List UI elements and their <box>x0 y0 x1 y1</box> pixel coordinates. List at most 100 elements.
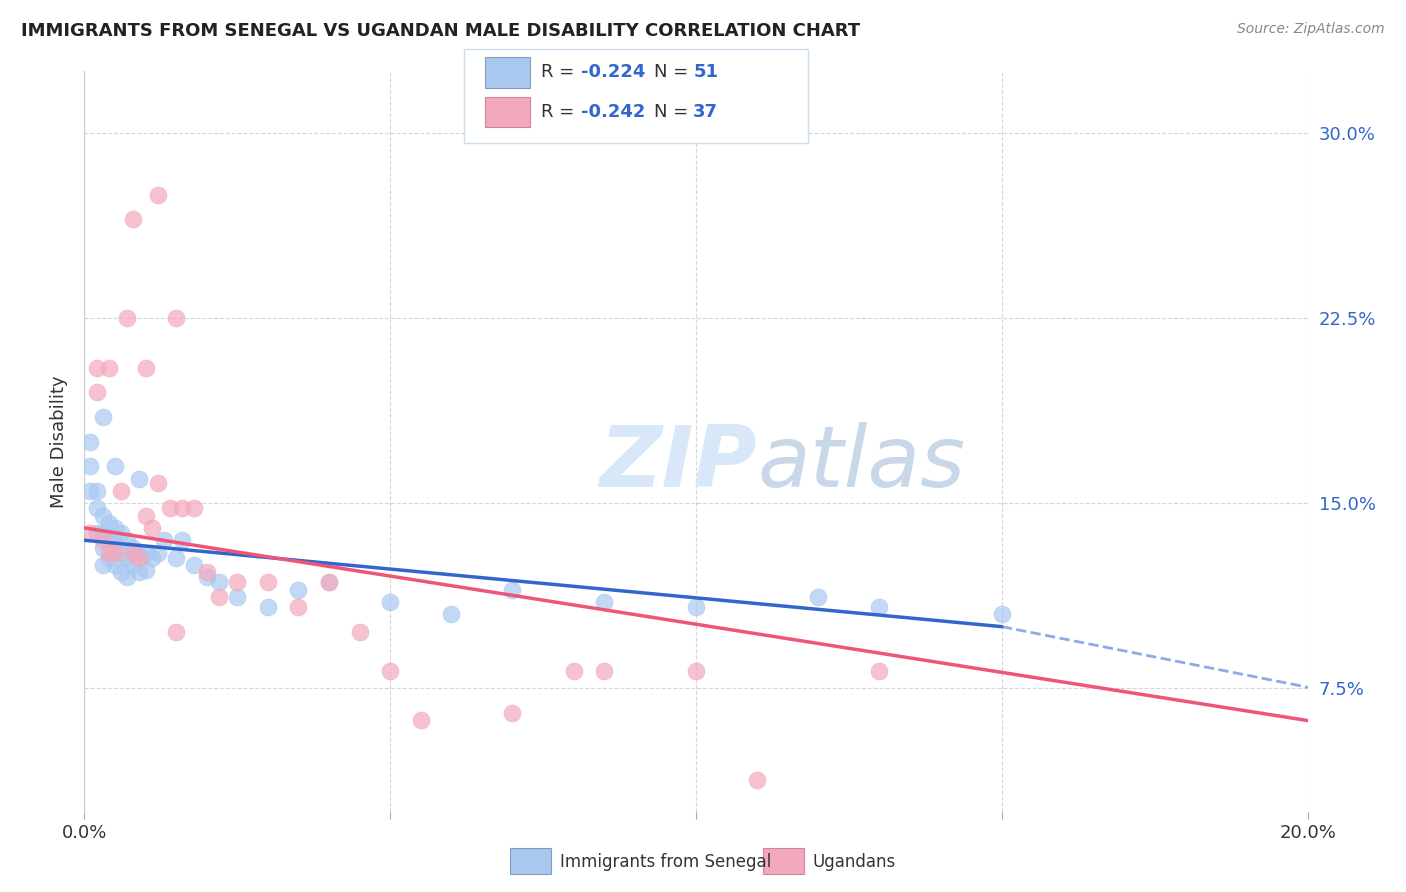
Point <box>128 545 150 560</box>
Text: ZIP: ZIP <box>599 422 758 505</box>
Point <box>135 563 157 577</box>
Point <box>257 599 280 614</box>
Point <box>122 212 145 227</box>
Point <box>97 545 120 560</box>
Point <box>257 575 280 590</box>
Point <box>562 664 585 678</box>
Point <box>91 508 114 523</box>
Point <box>104 521 127 535</box>
Point <box>685 664 707 678</box>
Point <box>183 558 205 572</box>
Text: R =: R = <box>541 103 581 121</box>
Point <box>991 607 1014 622</box>
Point <box>141 521 163 535</box>
Point <box>115 311 138 326</box>
Point <box>97 550 120 565</box>
Point <box>86 360 108 375</box>
Point <box>380 595 402 609</box>
Text: -0.242: -0.242 <box>581 103 645 121</box>
Point <box>97 516 120 530</box>
Point <box>122 558 145 572</box>
Point <box>97 533 120 548</box>
Text: Source: ZipAtlas.com: Source: ZipAtlas.com <box>1237 22 1385 37</box>
Point <box>195 570 218 584</box>
Point <box>141 550 163 565</box>
Point <box>685 599 707 614</box>
Point <box>159 501 181 516</box>
Point <box>146 476 169 491</box>
Text: Ugandans: Ugandans <box>813 853 896 871</box>
Point <box>115 533 138 548</box>
Point <box>104 558 127 572</box>
Point <box>208 575 231 590</box>
Point <box>380 664 402 678</box>
Point <box>195 566 218 580</box>
Text: N =: N = <box>654 63 693 81</box>
Text: -0.224: -0.224 <box>581 63 645 81</box>
Text: N =: N = <box>654 103 693 121</box>
Point <box>110 483 132 498</box>
Point <box>287 582 309 597</box>
Point <box>122 541 145 555</box>
Text: 51: 51 <box>693 63 718 81</box>
Text: atlas: atlas <box>758 422 965 505</box>
Text: 37: 37 <box>693 103 718 121</box>
Point <box>115 570 138 584</box>
Point <box>79 459 101 474</box>
Point <box>146 545 169 560</box>
Point <box>135 360 157 375</box>
Point <box>86 483 108 498</box>
Point <box>747 772 769 787</box>
Point <box>104 538 127 552</box>
Point <box>869 664 891 678</box>
Point <box>409 714 432 728</box>
Point <box>153 533 176 548</box>
Text: R =: R = <box>541 63 581 81</box>
Point <box>440 607 463 622</box>
Point <box>807 590 830 604</box>
Point <box>593 664 616 678</box>
Point <box>91 409 114 424</box>
Point <box>128 566 150 580</box>
Point <box>869 599 891 614</box>
Point <box>165 624 187 639</box>
Point <box>115 550 138 565</box>
Point <box>318 575 340 590</box>
Point <box>593 595 616 609</box>
Point <box>86 501 108 516</box>
Point <box>110 545 132 560</box>
Point <box>318 575 340 590</box>
Point <box>91 525 114 540</box>
Point <box>172 533 194 548</box>
Point <box>91 533 114 548</box>
Point <box>502 582 524 597</box>
Point <box>165 311 187 326</box>
Point <box>208 590 231 604</box>
Point <box>86 385 108 400</box>
Point <box>104 545 127 560</box>
Point <box>226 575 249 590</box>
Point <box>135 545 157 560</box>
Point <box>226 590 249 604</box>
Point <box>86 525 108 540</box>
Point <box>287 599 309 614</box>
Text: IMMIGRANTS FROM SENEGAL VS UGANDAN MALE DISABILITY CORRELATION CHART: IMMIGRANTS FROM SENEGAL VS UGANDAN MALE … <box>21 22 860 40</box>
Point <box>110 525 132 540</box>
Point <box>79 483 101 498</box>
Point <box>128 550 150 565</box>
Point <box>104 459 127 474</box>
Point <box>146 187 169 202</box>
Point <box>110 566 132 580</box>
Point <box>135 508 157 523</box>
Point <box>502 706 524 720</box>
Point <box>165 550 187 565</box>
Y-axis label: Male Disability: Male Disability <box>51 376 69 508</box>
Point <box>128 471 150 485</box>
Point <box>122 545 145 560</box>
Point <box>79 525 101 540</box>
Point <box>79 434 101 449</box>
Point <box>183 501 205 516</box>
Point <box>349 624 371 639</box>
Point <box>91 541 114 555</box>
Point <box>91 558 114 572</box>
